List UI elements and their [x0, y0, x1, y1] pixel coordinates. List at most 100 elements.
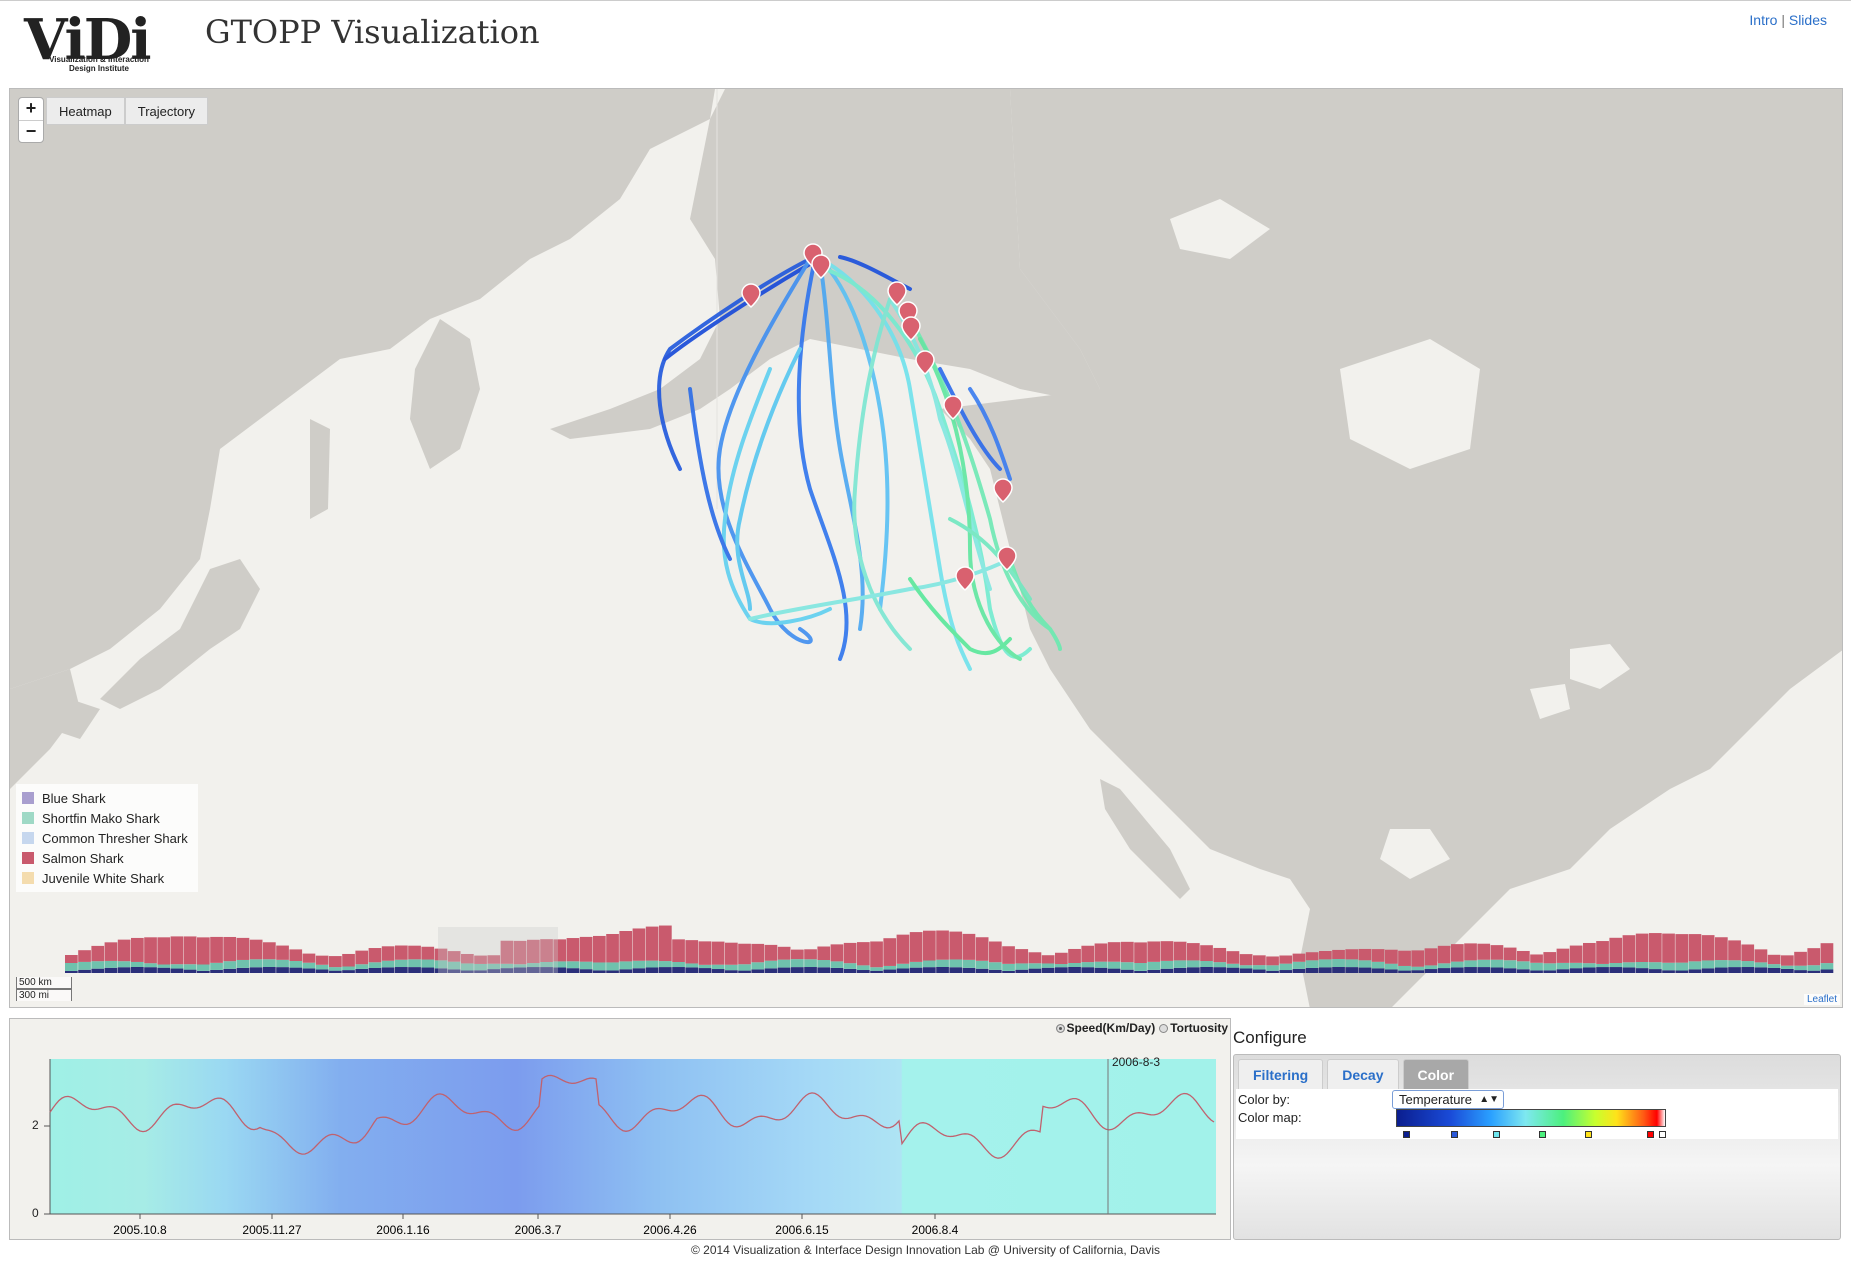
histogram-bar [1701, 935, 1715, 961]
histogram-bar [738, 970, 751, 973]
histogram-bar [1688, 961, 1702, 970]
tab-filtering[interactable]: Filtering [1238, 1059, 1324, 1089]
x-tick-label: 2006.1.16 [376, 1223, 430, 1237]
colormap-stop-handle[interactable] [1493, 1131, 1500, 1138]
histogram-bar [434, 960, 448, 969]
histogram-bar [1279, 955, 1293, 964]
histogram-bar [1635, 968, 1649, 973]
histogram-bar [936, 930, 949, 960]
histogram-bar [183, 936, 197, 965]
histogram-bar [1688, 969, 1702, 973]
tortuosity-radio[interactable]: Tortuosity [1159, 1021, 1228, 1035]
histogram-bar [1517, 969, 1530, 973]
slides-link[interactable]: Slides [1788, 12, 1827, 28]
colormap-stop-handle[interactable] [1451, 1131, 1458, 1138]
histogram-bar [157, 964, 171, 968]
histogram-bar [447, 951, 461, 962]
histogram-bar [1002, 963, 1015, 971]
histogram-bar [408, 945, 421, 960]
histogram-bar [1266, 965, 1279, 971]
histogram-bar [474, 970, 487, 973]
colormap-bar[interactable] [1396, 1109, 1666, 1127]
histogram-bar [302, 962, 316, 969]
histogram-bar [1543, 952, 1557, 964]
histogram-bar [1134, 963, 1147, 971]
histogram-bar [1200, 967, 1213, 973]
legend-item[interactable]: Juvenile White Shark [22, 868, 192, 888]
histogram-bar [711, 964, 725, 970]
legend-item[interactable]: Common Thresher Shark [22, 828, 192, 848]
histogram-bar [883, 938, 897, 966]
header: ViDi Visualization & Interaction Design … [0, 0, 1851, 86]
histogram-bar [408, 967, 421, 973]
histogram-bar [672, 939, 685, 963]
tab-color[interactable]: Color [1402, 1059, 1470, 1089]
histogram-bar [210, 936, 223, 963]
histogram-bar [513, 967, 527, 973]
colormap-stop-handle[interactable] [1647, 1131, 1654, 1138]
histogram-bar [1767, 967, 1781, 973]
histogram-bar [1239, 965, 1253, 969]
histogram-bar [949, 967, 963, 973]
histogram-bar [461, 953, 474, 964]
speed-chart[interactable]: 2005.10.8 2005.11.27 2006.1.16 2006.3.7 2006… [10, 1019, 1232, 1241]
map-view[interactable]: + − Heatmap Trajectory Blue Shark Shortf… [9, 88, 1843, 1008]
histogram-bar [1068, 967, 1081, 973]
colormap-stop-handle[interactable] [1659, 1131, 1666, 1138]
histogram-bar [500, 968, 514, 973]
colormap-stop-handle[interactable] [1539, 1131, 1546, 1138]
histogram-bar [685, 940, 699, 964]
zoom-out-button[interactable]: − [19, 120, 43, 142]
trajectory-button[interactable]: Trajectory [124, 97, 209, 125]
legend-label: Common Thresher Shark [42, 830, 188, 846]
leaflet-attribution[interactable]: Leaflet [1803, 994, 1840, 1005]
x-tick-label: 2005.11.27 [242, 1223, 301, 1237]
metric-radio-group: Speed(Km/Day) Tortuosity [1055, 1021, 1228, 1035]
histogram-bar [1292, 968, 1306, 973]
intro-link[interactable]: Intro [1749, 12, 1778, 28]
histogram-bar [896, 934, 910, 964]
histogram-bar [1094, 943, 1108, 962]
histogram-bar [1002, 946, 1015, 964]
histogram-bar [395, 967, 408, 973]
histogram-bar [923, 930, 936, 961]
zoom-in-button[interactable]: + [25, 98, 37, 118]
histogram-bar [1200, 961, 1213, 968]
histogram-bar [1107, 942, 1121, 962]
histogram-bar [896, 968, 910, 973]
histogram-bar [1649, 969, 1662, 973]
histogram-bar [1411, 970, 1425, 973]
histogram-bar [1134, 970, 1147, 973]
speed-radio[interactable]: Speed(Km/Day) [1055, 1021, 1155, 1035]
histogram-bar [1781, 955, 1794, 966]
histogram-bar [1622, 967, 1636, 973]
histogram-bar [368, 948, 382, 963]
histogram-bar [1094, 961, 1108, 968]
tab-decay[interactable]: Decay [1327, 1059, 1399, 1089]
legend-item[interactable]: Blue Shark [22, 788, 192, 808]
colormap-stop-handle[interactable] [1585, 1131, 1592, 1138]
histogram-bar [1319, 951, 1332, 960]
colormap-stop-handle[interactable] [1403, 1131, 1410, 1138]
page-title: GTOPP Visualization [205, 13, 540, 51]
temperature-background [50, 1059, 1216, 1214]
histogram-bar [342, 953, 355, 967]
basemap[interactable] [10, 89, 1843, 1008]
color-by-select[interactable]: Temperature ▲▼ [1392, 1090, 1504, 1109]
histogram-bar [91, 961, 105, 969]
histogram-bar [1332, 949, 1345, 960]
timeline-brush[interactable] [438, 927, 558, 973]
histogram-bar [197, 937, 210, 965]
histogram-bar [117, 961, 131, 968]
legend-item[interactable]: Shortfin Mako Shark [22, 808, 192, 828]
histogram-bar [527, 967, 540, 973]
legend-item[interactable]: Salmon Shark [22, 848, 192, 868]
histogram-bar [1583, 942, 1596, 964]
timeline-histogram[interactable] [65, 925, 1834, 973]
histogram-bar [1055, 952, 1068, 965]
histogram-bar [1121, 969, 1134, 973]
histogram-bar [857, 965, 870, 971]
histogram-bar [1107, 968, 1121, 973]
heatmap-button[interactable]: Heatmap [46, 97, 125, 125]
histogram-bar [1437, 968, 1451, 973]
